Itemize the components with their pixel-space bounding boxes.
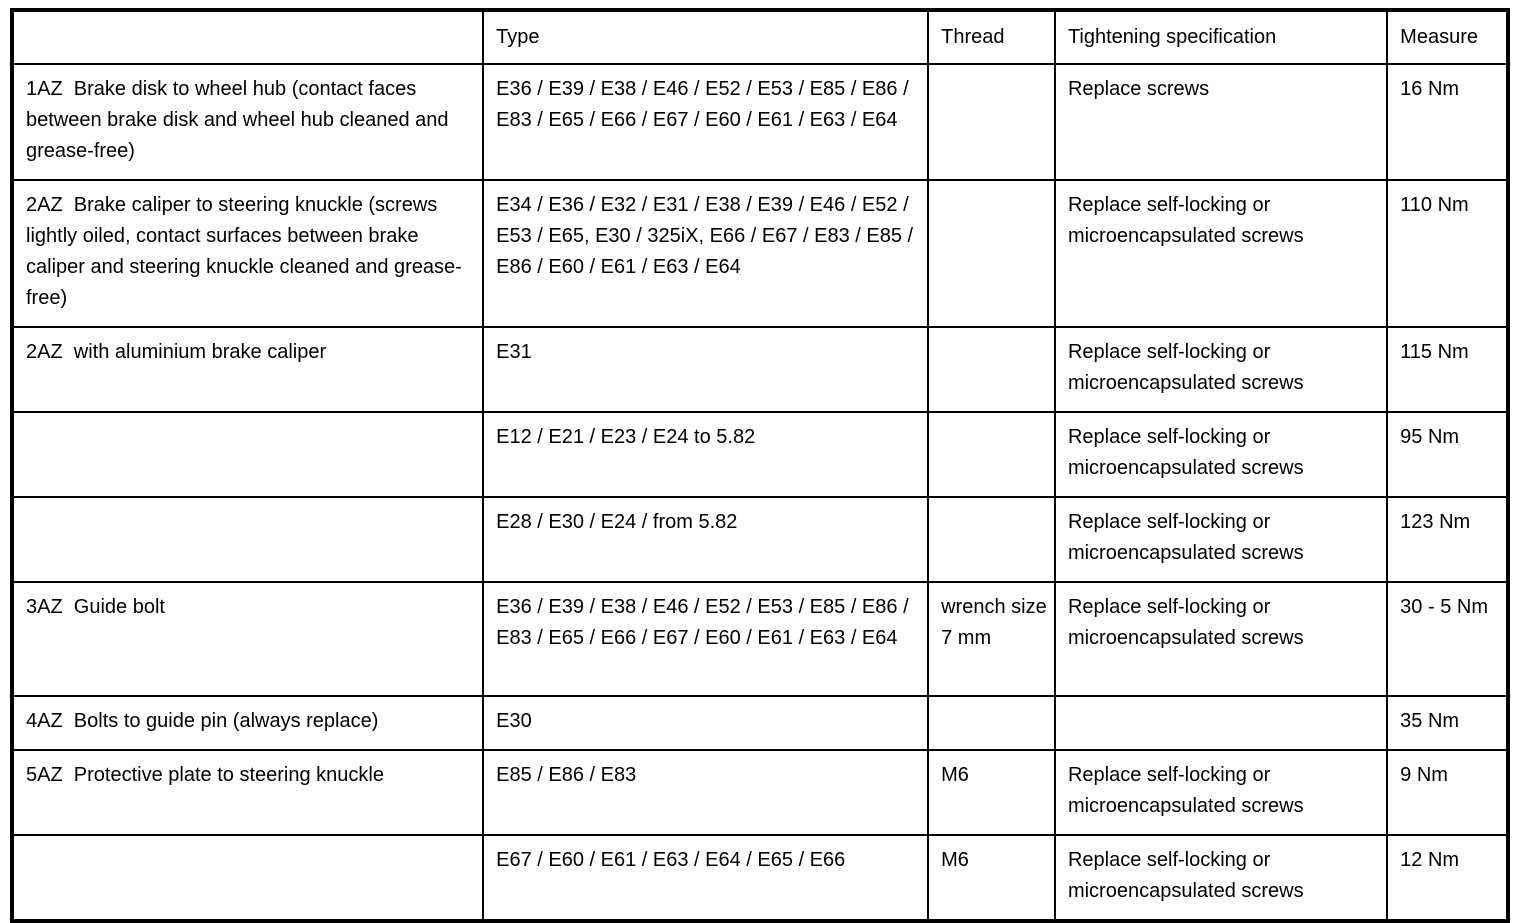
cell-type: E34 / E36 / E32 / E31 / E38 / E39 / E46 … [482,179,930,328]
cell-type: E28 / E30 / E24 / from 5.82 [482,496,930,583]
cell-description: 3AZ Guide bolt [10,581,485,697]
cell-thread [927,179,1056,328]
table-row: 1AZ Brake disk to wheel hub (contact fac… [10,63,1509,181]
cell-measure: 95 Nm [1386,411,1509,498]
cell-thread: M6 [927,749,1056,836]
cell-tightening-specification: Replace self-locking or microencapsulate… [1053,326,1389,413]
cell-type: E12 / E21 / E23 / E24 to 5.82 [482,411,930,498]
table-row: E28 / E30 / E24 / from 5.82 Replace self-… [10,496,1509,583]
header-description [10,9,485,65]
table-row: 4AZ Bolts to guide pin (always replace) E… [10,695,1509,751]
cell-tightening-specification: Replace self-locking or microencapsulate… [1053,834,1389,922]
cell-thread: wrench size 7 mm [927,581,1056,697]
cell-tightening-specification: Replace self-locking or microencapsulate… [1053,749,1389,836]
cell-description: 2AZ with aluminium brake caliper [10,326,485,413]
header-thread: Thread [927,9,1056,65]
header-measure: Measure [1386,9,1509,65]
cell-thread [927,326,1056,413]
cell-description [10,411,485,498]
cell-tightening-specification: Replace self-locking or microencapsulate… [1053,179,1389,328]
table-row: 2AZ Brake caliper to steering knuckle (s… [10,179,1509,328]
cell-tightening-specification: Replace self-locking or microencapsulate… [1053,496,1389,583]
cell-tightening-specification: Replace screws [1053,63,1389,181]
cell-description: 4AZ Bolts to guide pin (always replace) [10,695,485,751]
cell-thread [927,695,1056,751]
cell-measure: 12 Nm [1386,834,1509,922]
cell-thread [927,496,1056,583]
cell-measure: 115 Nm [1386,326,1509,413]
tightening-spec-table: Type Thread Tightening specification Mea… [10,8,1510,923]
cell-description: 1AZ Brake disk to wheel hub (contact fac… [10,63,485,181]
cell-type: E36 / E39 / E38 / E46 / E52 / E53 / E85 … [482,63,930,181]
cell-description [10,496,485,583]
cell-measure: 35 Nm [1386,695,1509,751]
cell-tightening-specification: Replace self-locking or microencapsulate… [1053,581,1389,697]
cell-description: 5AZ Protective plate to steering knuckle [10,749,485,836]
cell-thread [927,411,1056,498]
cell-measure: 16 Nm [1386,63,1509,181]
table-row: E67 / E60 / E61 / E63 / E64 / E65 / E66 M… [10,834,1509,922]
cell-description: 2AZ Brake caliper to steering knuckle (s… [10,179,485,328]
cell-measure: 30 - 5 Nm [1386,581,1509,697]
table-row: 5AZ Protective plate to steering knuckle… [10,749,1509,836]
cell-type: E31 [482,326,930,413]
cell-type: E85 / E86 / E83 [482,749,930,836]
cell-measure: 110 Nm [1386,179,1509,328]
cell-measure: 123 Nm [1386,496,1509,583]
cell-measure: 9 Nm [1386,749,1509,836]
table-header-row: Type Thread Tightening specification Mea… [10,9,1509,65]
table-body: 1AZ Brake disk to wheel hub (contact fac… [10,63,1509,922]
table-row: 3AZ Guide bolt E36 / E39 / E38 / E46 / E5… [10,581,1509,697]
cell-thread [927,63,1056,181]
cell-type: E36 / E39 / E38 / E46 / E52 / E53 / E85 … [482,581,930,697]
cell-type: E30 [482,695,930,751]
header-type: Type [482,9,930,65]
cell-tightening-specification [1053,695,1389,751]
cell-description [10,834,485,922]
cell-thread: M6 [927,834,1056,922]
table-row: E12 / E21 / E23 / E24 to 5.82 Replace sel… [10,411,1509,498]
header-tightening-specification: Tightening specification [1053,9,1389,65]
table-row: 2AZ with aluminium brake caliper E31 Repla… [10,326,1509,413]
cell-tightening-specification: Replace self-locking or microencapsulate… [1053,411,1389,498]
cell-type: E67 / E60 / E61 / E63 / E64 / E65 / E66 [482,834,930,922]
